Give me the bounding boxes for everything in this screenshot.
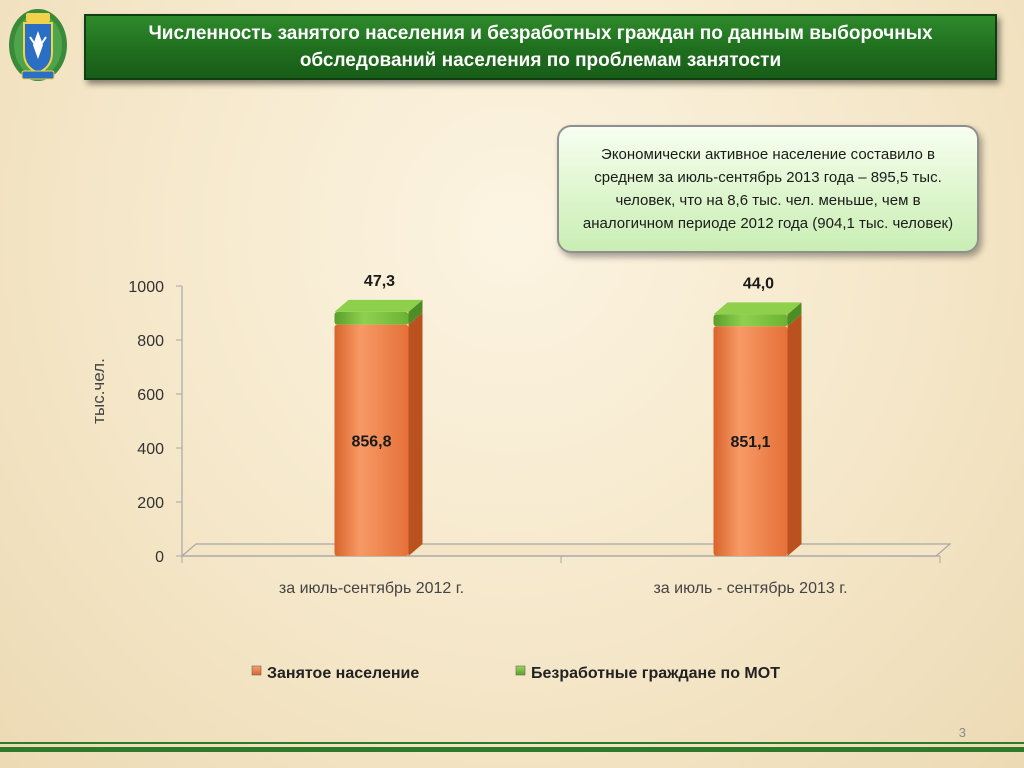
summary-callout-text: Экономически активное население составил… — [582, 146, 954, 232]
y-tick-label: 600 — [137, 387, 164, 404]
y-tick-label: 0 — [155, 549, 164, 566]
bar-employed — [334, 324, 409, 556]
slide-title-banner: Численность занятого населения и безрабо… — [84, 14, 997, 80]
bar-top-unemployed — [334, 299, 423, 312]
y-axis-title: тыс.чел. — [89, 358, 108, 424]
y-tick-label: 400 — [137, 441, 164, 458]
legend-unemployed-label: Безработные граждане по МОТ — [531, 665, 780, 682]
slide-title: Численность занятого населения и безрабо… — [148, 23, 933, 71]
data-label-unemployed: 47,3 — [364, 273, 395, 290]
y-tick-label: 800 — [137, 333, 164, 350]
legend-unemployed-swatch — [515, 665, 526, 676]
y-tick-label: 200 — [137, 495, 164, 512]
chart-floor — [180, 543, 952, 557]
data-label-unemployed: 44,0 — [743, 275, 774, 292]
footer-line-thin — [0, 742, 1024, 744]
bar-employed — [713, 326, 788, 556]
data-label-employed: 851,1 — [730, 434, 770, 451]
footer-line-thick — [0, 747, 1024, 752]
bar-side-unemployed — [787, 302, 802, 327]
bar-side-employed — [787, 314, 802, 556]
x-category-label: за июль-сентябрь 2012 г. — [279, 580, 464, 597]
data-label-employed: 856,8 — [351, 433, 391, 450]
legend-employed-swatch — [251, 665, 262, 676]
bar-unemployed — [334, 311, 409, 325]
page-number: 3 — [958, 725, 966, 740]
summary-callout: Экономически активное население составил… — [557, 125, 979, 253]
x-category-label: за июль - сентябрь 2013 г. — [653, 580, 847, 597]
y-tick-label: 1000 — [128, 279, 164, 296]
coat-of-arms-emblem — [9, 9, 67, 81]
legend-employed-label: Занятое население — [267, 665, 419, 682]
bar-top-unemployed — [713, 302, 802, 315]
bar-side-unemployed — [408, 299, 423, 325]
bar-unemployed — [713, 314, 788, 327]
bar-side-employed — [408, 312, 423, 556]
